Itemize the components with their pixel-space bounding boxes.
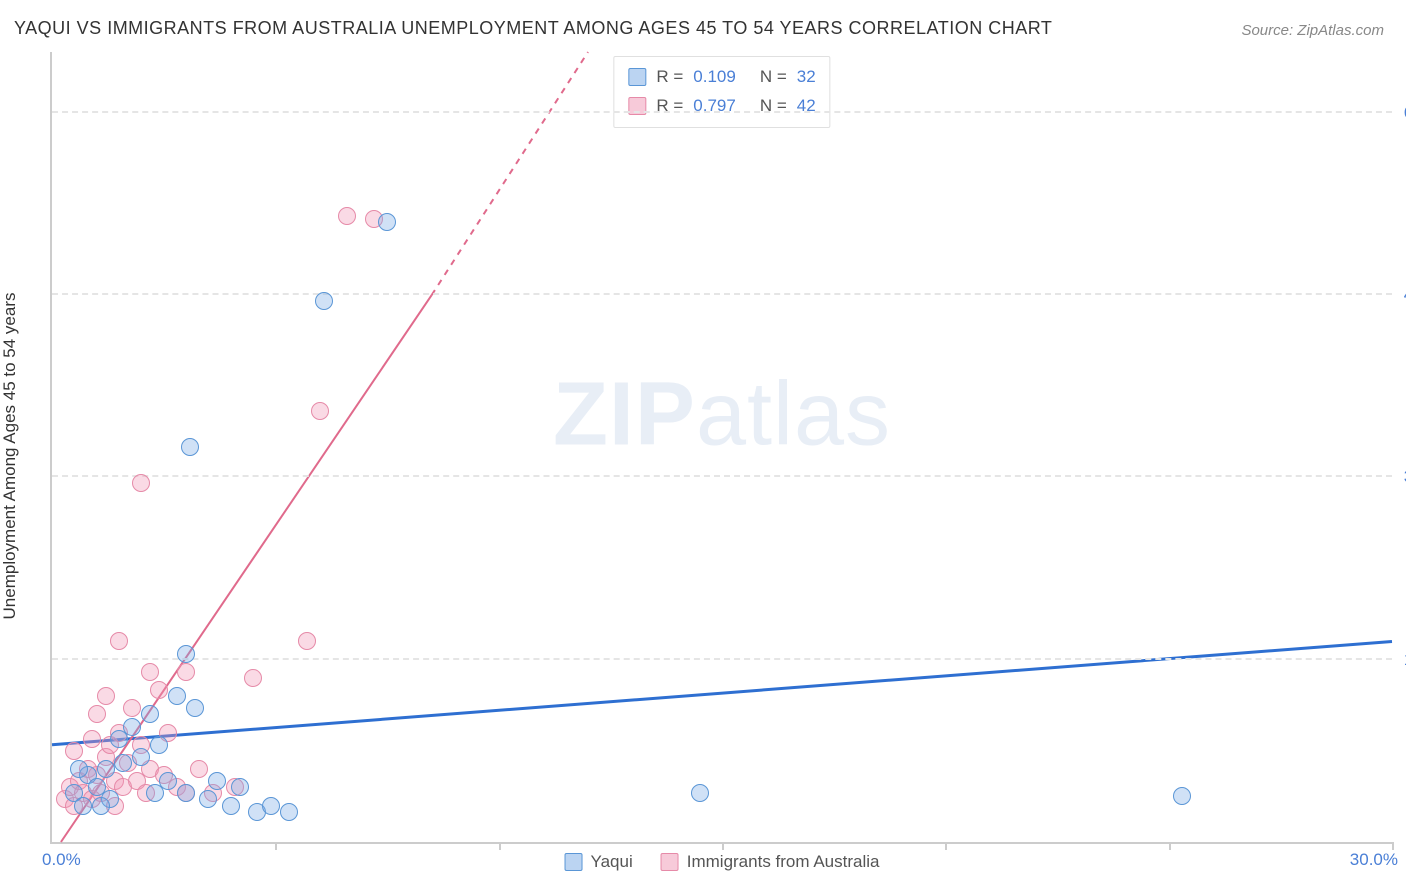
x-axis-origin-label: 0.0% bbox=[42, 850, 81, 870]
legend-series-label: Yaqui bbox=[591, 852, 633, 872]
y-tick-label: 45.0% bbox=[1397, 285, 1406, 305]
scatter-point bbox=[280, 803, 298, 821]
gridline-horizontal bbox=[52, 111, 1392, 113]
y-tick-label: 60.0% bbox=[1397, 103, 1406, 123]
legend-correlation-row: R = 0.797 N = 42 bbox=[628, 92, 815, 121]
scatter-point bbox=[97, 687, 115, 705]
legend-r-value: 0.797 bbox=[693, 92, 736, 121]
scatter-point bbox=[186, 699, 204, 717]
legend-correlation: R = 0.109 N = 32 R = 0.797 N = 42 bbox=[613, 56, 830, 128]
y-tick-label: 30.0% bbox=[1397, 467, 1406, 487]
scatter-point bbox=[199, 790, 217, 808]
scatter-point bbox=[150, 736, 168, 754]
legend-series: Yaqui Immigrants from Australia bbox=[565, 852, 880, 872]
legend-swatch bbox=[565, 853, 583, 871]
gridline-horizontal bbox=[52, 475, 1392, 477]
scatter-point bbox=[141, 663, 159, 681]
x-tick bbox=[1169, 842, 1171, 850]
x-tick bbox=[1392, 842, 1394, 850]
y-tick-label: 15.0% bbox=[1397, 650, 1406, 670]
scatter-point bbox=[70, 760, 88, 778]
scatter-point bbox=[208, 772, 226, 790]
scatter-point bbox=[141, 705, 159, 723]
legend-swatch bbox=[661, 853, 679, 871]
scatter-point bbox=[65, 742, 83, 760]
scatter-point bbox=[177, 784, 195, 802]
x-tick bbox=[722, 842, 724, 850]
scatter-point bbox=[311, 402, 329, 420]
scatter-point bbox=[123, 699, 141, 717]
scatter-point bbox=[338, 207, 356, 225]
scatter-point bbox=[177, 645, 195, 663]
scatter-point bbox=[114, 754, 132, 772]
chart-plot-area: ZIPatlas R = 0.109N = 32R = 0.797N = 42 … bbox=[50, 52, 1392, 844]
source-attribution: Source: ZipAtlas.com bbox=[1241, 22, 1384, 39]
gridline-horizontal bbox=[52, 293, 1392, 295]
legend-swatch bbox=[628, 68, 646, 86]
scatter-point bbox=[231, 778, 249, 796]
x-axis-max-label: 30.0% bbox=[1350, 850, 1398, 870]
legend-series-label: Immigrants from Australia bbox=[687, 852, 880, 872]
legend-series-item: Yaqui bbox=[565, 852, 633, 872]
legend-n-label: N = bbox=[760, 63, 787, 92]
scatter-point bbox=[132, 474, 150, 492]
scatter-point bbox=[97, 760, 115, 778]
legend-series-item: Immigrants from Australia bbox=[661, 852, 880, 872]
legend-n-value: 32 bbox=[797, 63, 816, 92]
scatter-point bbox=[262, 797, 280, 815]
legend-r-label: R = bbox=[656, 92, 683, 121]
scatter-point bbox=[150, 681, 168, 699]
legend-r-label: R = bbox=[656, 63, 683, 92]
scatter-point bbox=[177, 663, 195, 681]
scatter-point bbox=[92, 797, 110, 815]
x-tick bbox=[945, 842, 947, 850]
legend-r-value: 0.109 bbox=[693, 63, 736, 92]
scatter-point bbox=[110, 632, 128, 650]
scatter-point bbox=[83, 730, 101, 748]
chart-title: YAQUI VS IMMIGRANTS FROM AUSTRALIA UNEMP… bbox=[14, 18, 1052, 39]
y-axis-label: Unemployment Among Ages 45 to 54 years bbox=[0, 293, 20, 620]
scatter-point bbox=[181, 438, 199, 456]
trend-lines-svg bbox=[52, 52, 1392, 842]
scatter-point bbox=[1173, 787, 1191, 805]
scatter-point bbox=[378, 213, 396, 231]
legend-correlation-row: R = 0.109 N = 32 bbox=[628, 63, 815, 92]
scatter-point bbox=[74, 797, 92, 815]
scatter-point bbox=[691, 784, 709, 802]
scatter-point bbox=[298, 632, 316, 650]
legend-n-label: N = bbox=[760, 92, 787, 121]
scatter-point bbox=[132, 748, 150, 766]
scatter-point bbox=[244, 669, 262, 687]
scatter-point bbox=[88, 705, 106, 723]
legend-n-value: 42 bbox=[797, 92, 816, 121]
scatter-point bbox=[190, 760, 208, 778]
scatter-point bbox=[123, 718, 141, 736]
trend-line-extrapolated bbox=[432, 52, 588, 295]
scatter-point bbox=[222, 797, 240, 815]
scatter-point bbox=[168, 687, 186, 705]
x-tick bbox=[275, 842, 277, 850]
scatter-point bbox=[315, 292, 333, 310]
gridline-horizontal bbox=[52, 658, 1392, 660]
x-tick bbox=[499, 842, 501, 850]
scatter-point bbox=[159, 772, 177, 790]
